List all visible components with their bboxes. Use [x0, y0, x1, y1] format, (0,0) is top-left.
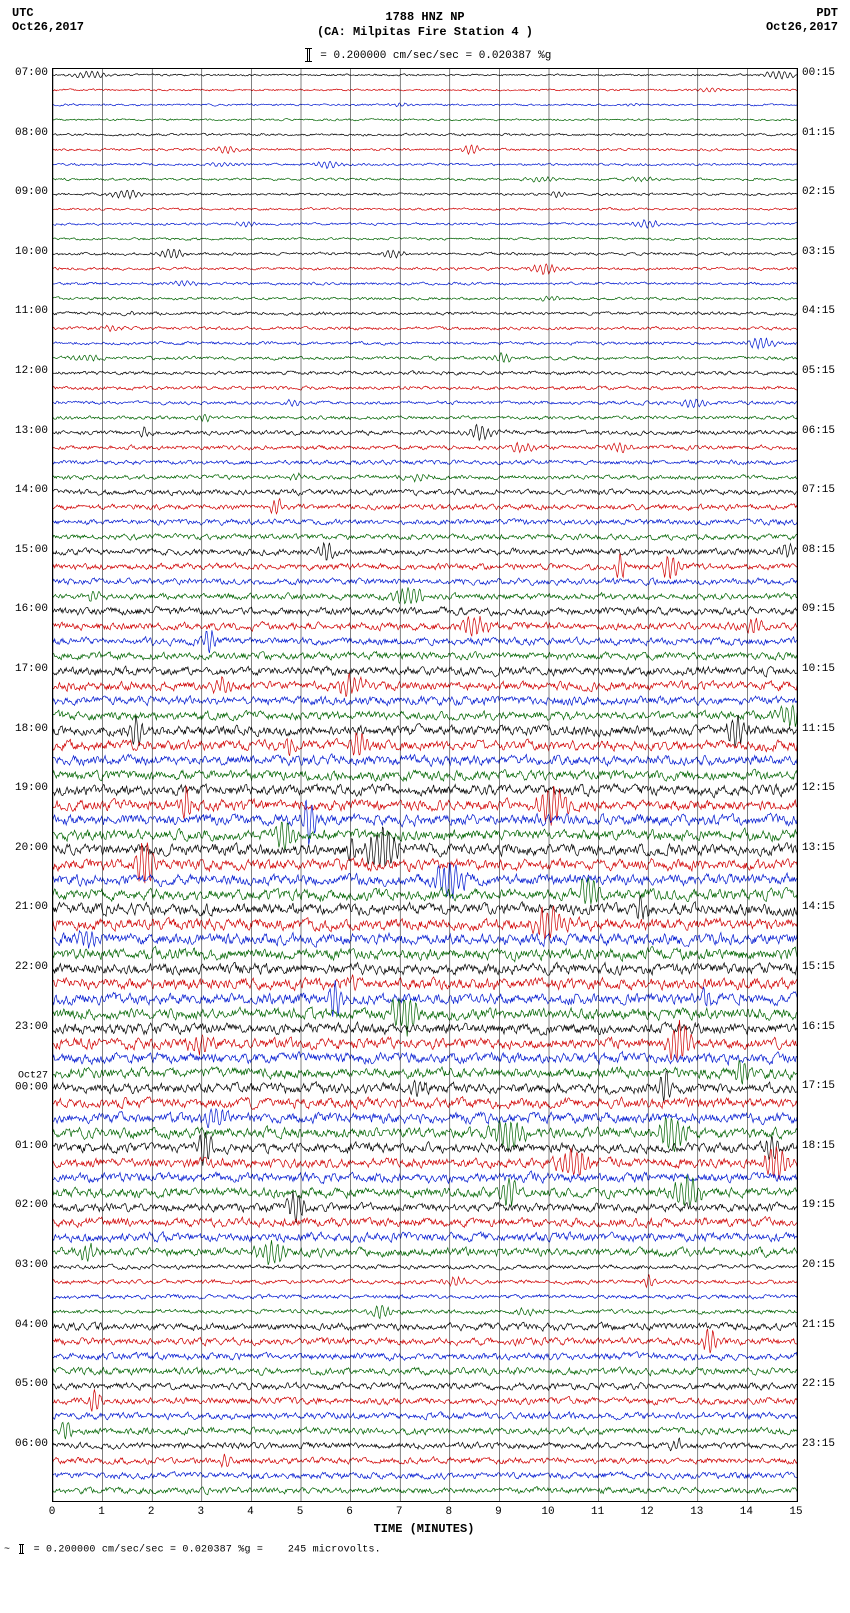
- y-label-left: 23:00: [15, 1022, 48, 1034]
- y-labels-left: 07:00 08:00 09:00 10:00 11:00 12:00 13:00 14:00…: [0, 68, 52, 1500]
- scale-bar: = 0.200000 cm/sec/sec = 0.020387 %g: [0, 48, 850, 62]
- y-label-left: Oct2700:00: [15, 1072, 48, 1094]
- footer: ~ = 0.200000 cm/sec/sec = 0.020387 %g = …: [0, 1538, 850, 1564]
- helicorder-plot: [52, 68, 798, 1502]
- x-tick: 12: [641, 1506, 654, 1518]
- y-label-left: 05:00: [15, 1379, 48, 1391]
- y-label-right: 18:15: [802, 1141, 835, 1153]
- trace-layer: [53, 69, 797, 1501]
- y-label-right: 04:15: [802, 307, 835, 319]
- scale-text: = 0.200000 cm/sec/sec = 0.020387 %g: [320, 50, 551, 62]
- plot-row: 07:00 08:00 09:00 10:00 11:00 12:00 13:00 14:00…: [0, 68, 850, 1502]
- y-label-right: 23:15: [802, 1439, 835, 1451]
- y-label-left: 19:00: [15, 783, 48, 795]
- x-tick: 10: [541, 1506, 554, 1518]
- x-tick: 2: [148, 1506, 155, 1518]
- y-label-left: 01:00: [15, 1141, 48, 1153]
- x-tick: 11: [591, 1506, 604, 1518]
- y-label-right: 15:15: [802, 962, 835, 974]
- y-label-left: 12:00: [15, 366, 48, 378]
- y-label-right: 02:15: [802, 187, 835, 199]
- right-corner: PDT Oct26,2017: [766, 6, 838, 34]
- right-date: Oct26,2017: [766, 20, 838, 34]
- y-label-right: 06:15: [802, 426, 835, 438]
- x-tick: 7: [396, 1506, 403, 1518]
- y-label-left: 08:00: [15, 128, 48, 140]
- y-label-right: 08:15: [802, 545, 835, 557]
- left-corner: UTC Oct26,2017: [12, 6, 84, 34]
- scale-tick-icon: [307, 48, 310, 62]
- y-label-left: 03:00: [15, 1260, 48, 1272]
- y-label-right: 20:15: [802, 1260, 835, 1272]
- y-label-right: 16:15: [802, 1022, 835, 1034]
- y-label-right: 21:15: [802, 1320, 835, 1332]
- y-label-right: 11:15: [802, 724, 835, 736]
- x-tick: 5: [297, 1506, 304, 1518]
- x-axis-title: TIME (MINUTES): [374, 1522, 475, 1536]
- x-tick-row: 0123456789101112131415: [52, 1502, 796, 1516]
- y-label-right: 22:15: [802, 1379, 835, 1391]
- y-label-left: 06:00: [15, 1439, 48, 1451]
- footer-tick-icon: [20, 1544, 23, 1554]
- y-label-right: 14:15: [802, 903, 835, 915]
- y-label-left: 07:00: [15, 68, 48, 80]
- x-tick: 1: [98, 1506, 105, 1518]
- footer-text-b: 245 microvolts.: [288, 1545, 381, 1556]
- x-tick: 13: [690, 1506, 703, 1518]
- y-label-left: 17:00: [15, 664, 48, 676]
- x-tick: 6: [346, 1506, 353, 1518]
- x-tick: 3: [197, 1506, 204, 1518]
- footer-text-a: = 0.200000 cm/sec/sec = 0.020387 %g =: [34, 1545, 263, 1556]
- y-labels-right: 00:15 01:15 02:15 03:15 04:15 05:15 06:15 07:15…: [798, 68, 850, 1500]
- x-tick: 14: [740, 1506, 753, 1518]
- y-label-right: 19:15: [802, 1201, 835, 1213]
- y-label-left: 16:00: [15, 605, 48, 617]
- y-label-right: 17:15: [802, 1081, 835, 1093]
- x-tick: 9: [495, 1506, 502, 1518]
- helicorder-container: 1788 HNZ NP (CA: Milpitas Fire Station 4…: [0, 0, 850, 1564]
- y-label-left: 18:00: [15, 724, 48, 736]
- y-label-right: 05:15: [802, 366, 835, 378]
- y-label-right: 07:15: [802, 485, 835, 497]
- y-label-left: 11:00: [15, 307, 48, 319]
- x-tick: 15: [789, 1506, 802, 1518]
- left-date: Oct26,2017: [12, 20, 84, 34]
- x-axis: 0123456789101112131415 TIME (MINUTES): [52, 1502, 796, 1538]
- y-label-left: 09:00: [15, 187, 48, 199]
- y-label-left: 15:00: [15, 545, 48, 557]
- footer-prefix: ~: [4, 1545, 10, 1556]
- y-label-right: 03:15: [802, 247, 835, 259]
- y-label-right: 12:15: [802, 783, 835, 795]
- y-label-right: 01:15: [802, 128, 835, 140]
- x-tick: 0: [49, 1506, 56, 1518]
- y-label-left: 02:00: [15, 1201, 48, 1213]
- y-label-left: 14:00: [15, 485, 48, 497]
- x-tick: 8: [445, 1506, 452, 1518]
- x-tick: 4: [247, 1506, 254, 1518]
- y-label-right: 10:15: [802, 664, 835, 676]
- y-label-left: 04:00: [15, 1320, 48, 1332]
- y-label-left: 10:00: [15, 247, 48, 259]
- right-tz: PDT: [766, 6, 838, 20]
- y-label-right: 00:15: [802, 68, 835, 80]
- y-label-right: 13:15: [802, 843, 835, 855]
- y-label-left: 13:00: [15, 426, 48, 438]
- y-label-left: 21:00: [15, 903, 48, 915]
- y-label-right: 09:15: [802, 605, 835, 617]
- y-label-left: 20:00: [15, 843, 48, 855]
- y-label-left: 22:00: [15, 962, 48, 974]
- left-tz: UTC: [12, 6, 84, 20]
